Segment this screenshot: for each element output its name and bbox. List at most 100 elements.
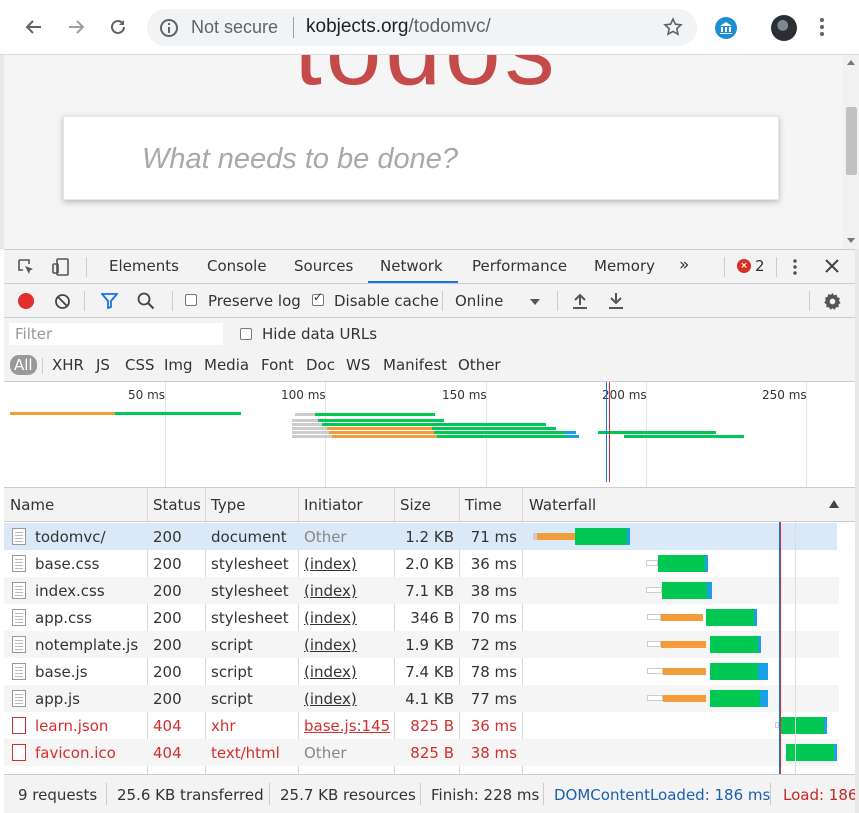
type-filter-doc[interactable]: Doc bbox=[306, 356, 335, 374]
device-toolbar-icon[interactable] bbox=[51, 257, 71, 281]
waterfall-row[interactable] bbox=[523, 523, 855, 550]
waterfall-row[interactable] bbox=[523, 604, 855, 631]
type-filter-other[interactable]: Other bbox=[458, 356, 501, 374]
close-devtools-icon[interactable] bbox=[825, 259, 839, 277]
error-count[interactable]: 2 bbox=[755, 257, 765, 275]
profile-avatar[interactable] bbox=[771, 15, 797, 41]
waterfall-row[interactable] bbox=[523, 658, 855, 685]
column-header-type[interactable]: Type bbox=[211, 496, 246, 514]
filter-input[interactable] bbox=[9, 323, 223, 345]
waterfall-row[interactable] bbox=[523, 577, 855, 604]
request-initiator-link[interactable]: (index) bbox=[304, 690, 357, 708]
request-initiator-link[interactable]: (index) bbox=[304, 663, 357, 681]
request-name[interactable]: learn.json bbox=[35, 717, 109, 735]
table-row[interactable]: base.css 200 stylesheet (index) 2.0 KB 3… bbox=[4, 550, 523, 577]
request-name[interactable]: todomvc/ bbox=[35, 528, 106, 546]
type-filter-media[interactable]: Media bbox=[204, 356, 250, 374]
reload-button[interactable] bbox=[103, 12, 133, 42]
browser-menu-icon[interactable] bbox=[818, 16, 826, 42]
table-row[interactable]: learn.json 404 xhr base.js:145 825 B 36 … bbox=[4, 712, 523, 739]
waterfall-row[interactable] bbox=[523, 739, 855, 766]
import-har-icon[interactable] bbox=[572, 292, 588, 313]
column-header-initiator[interactable]: Initiator bbox=[304, 496, 363, 514]
filter-icon[interactable] bbox=[100, 293, 119, 313]
table-row[interactable]: app.js 200 script (index) 4.1 KB 77 ms bbox=[4, 685, 523, 712]
column-header-status[interactable]: Status bbox=[153, 496, 201, 514]
request-name[interactable]: base.js bbox=[35, 663, 88, 681]
type-filter-xhr[interactable]: XHR bbox=[52, 356, 84, 374]
waterfall-row[interactable] bbox=[523, 712, 855, 739]
request-initiator-link[interactable]: (index) bbox=[304, 609, 357, 627]
type-filter-css[interactable]: CSS bbox=[125, 356, 155, 374]
type-filter-manifest[interactable]: Manifest bbox=[383, 356, 448, 374]
sort-ascending-icon[interactable] bbox=[829, 500, 839, 508]
throttling-dropdown-icon[interactable] bbox=[530, 299, 540, 305]
request-initiator-link[interactable]: (index) bbox=[304, 582, 357, 600]
scroll-up-icon[interactable] bbox=[847, 60, 855, 65]
type-filter-ws[interactable]: WS bbox=[346, 356, 371, 374]
request-name[interactable]: notemplate.js bbox=[35, 636, 139, 654]
request-name[interactable]: favicon.ico bbox=[35, 744, 116, 762]
table-row[interactable]: notemplate.js 200 script (index) 1.9 KB … bbox=[4, 631, 523, 658]
more-tabs-icon[interactable]: » bbox=[679, 255, 690, 275]
hide-data-urls-label[interactable]: Hide data URLs bbox=[262, 325, 378, 343]
scrollbar-thumb[interactable] bbox=[846, 107, 857, 175]
tab-elements[interactable]: Elements bbox=[109, 257, 179, 275]
type-filter-font[interactable]: Font bbox=[261, 356, 294, 374]
preserve-log-checkbox[interactable] bbox=[185, 294, 197, 306]
preserve-log-label[interactable]: Preserve log bbox=[208, 292, 301, 310]
record-button[interactable] bbox=[18, 293, 34, 309]
extension-bank-icon[interactable] bbox=[715, 17, 737, 39]
inspect-element-icon[interactable] bbox=[17, 258, 35, 280]
network-overview[interactable]: 50 ms 100 ms 150 ms 200 ms 250 ms bbox=[4, 382, 855, 488]
forward-button[interactable] bbox=[61, 12, 91, 42]
table-row[interactable]: index.css 200 stylesheet (index) 7.1 KB … bbox=[4, 577, 523, 604]
table-row[interactable]: app.css 200 stylesheet (index) 346 B 70 … bbox=[4, 604, 523, 631]
new-todo-input[interactable] bbox=[142, 137, 742, 181]
clear-icon[interactable] bbox=[54, 293, 71, 314]
throttling-select[interactable]: Online bbox=[455, 292, 504, 310]
request-initiator-link[interactable]: base.js:145 bbox=[304, 717, 391, 735]
disable-cache-label[interactable]: Disable cache bbox=[334, 292, 439, 310]
table-row[interactable]: favicon.ico 404 text/html Other 825 B 38… bbox=[4, 739, 523, 766]
omnibox[interactable]: Not secure kobjects.org/todomvc/ bbox=[147, 9, 697, 46]
request-name[interactable]: app.css bbox=[35, 609, 92, 627]
column-header-name[interactable]: Name bbox=[10, 496, 55, 514]
search-icon[interactable] bbox=[137, 292, 155, 314]
tab-sources[interactable]: Sources bbox=[294, 257, 354, 275]
tab-network[interactable]: Network bbox=[380, 257, 443, 275]
waterfall-row[interactable] bbox=[523, 550, 855, 577]
request-initiator-link[interactable]: (index) bbox=[304, 555, 357, 573]
error-count-icon[interactable]: × bbox=[737, 259, 751, 273]
network-settings-gear-icon[interactable] bbox=[823, 292, 842, 315]
devtools-menu-icon[interactable] bbox=[792, 258, 798, 280]
bookmark-star-icon[interactable] bbox=[663, 17, 683, 41]
info-icon[interactable] bbox=[159, 18, 179, 42]
column-header-time[interactable]: Time bbox=[465, 496, 502, 514]
hide-data-urls-checkbox[interactable] bbox=[240, 328, 252, 340]
request-initiator-link[interactable]: (index) bbox=[304, 636, 357, 654]
request-name[interactable]: app.js bbox=[35, 690, 80, 708]
tab-memory[interactable]: Memory bbox=[594, 257, 656, 275]
table-row[interactable]: base.js 200 script (index) 7.4 KB 78 ms bbox=[4, 658, 523, 685]
tab-performance[interactable]: Performance bbox=[472, 257, 568, 275]
waterfall-row[interactable] bbox=[523, 631, 855, 658]
type-filter-img[interactable]: Img bbox=[164, 356, 193, 374]
export-har-icon[interactable] bbox=[608, 292, 624, 313]
request-name[interactable]: index.css bbox=[35, 582, 105, 600]
request-name[interactable]: base.css bbox=[35, 555, 100, 573]
waterfall-row[interactable] bbox=[523, 685, 855, 712]
table-row[interactable]: todomvc/ 200 document Other 1.2 KB 71 ms bbox=[4, 523, 523, 550]
url-text[interactable]: kobjects.org/todomvc/ bbox=[306, 16, 491, 38]
page-scrollbar[interactable] bbox=[843, 55, 859, 249]
tab-console[interactable]: Console bbox=[207, 257, 267, 275]
type-filter-js[interactable]: JS bbox=[96, 356, 110, 374]
scroll-down-icon[interactable] bbox=[847, 238, 855, 243]
back-button[interactable] bbox=[19, 12, 49, 42]
column-header-size[interactable]: Size bbox=[400, 496, 431, 514]
waterfall-scrollbar[interactable] bbox=[839, 522, 855, 774]
disable-cache-checkbox[interactable] bbox=[312, 290, 324, 306]
type-filter-all[interactable]: All bbox=[10, 355, 37, 375]
column-header-waterfall[interactable]: Waterfall bbox=[529, 496, 597, 514]
security-label[interactable]: Not secure bbox=[191, 17, 279, 37]
